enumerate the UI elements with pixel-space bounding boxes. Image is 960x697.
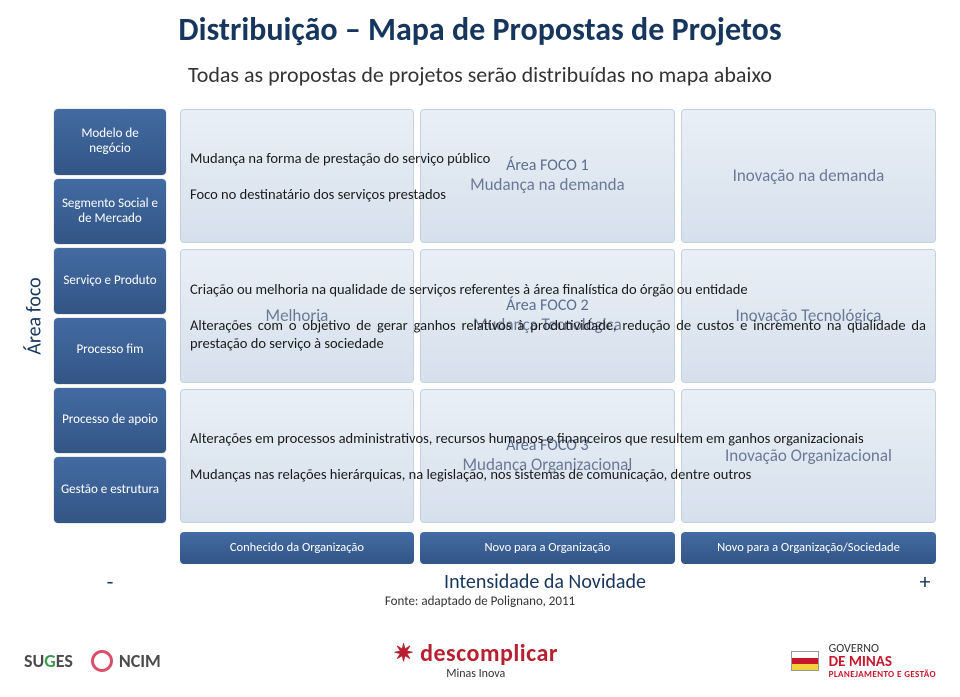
overlay-row: Mudança na forma de prestação do serviço… — [180, 109, 936, 243]
x-axis-minus: - — [50, 568, 170, 595]
ncim-text: NCIM — [119, 650, 161, 672]
descomplicar-logo: ✷ descomplicar — [394, 642, 558, 666]
overlay-text: Mudança na forma de prestação do serviço… — [190, 149, 490, 203]
overlay-row: Criação ou melhoria na qualidade de serv… — [180, 249, 936, 383]
suges-logo: SUGES — [24, 650, 73, 672]
overlay-text: Alterações em processos administrativos,… — [190, 429, 864, 483]
x-axis-plus: + — [910, 568, 940, 595]
gov-line2: DE MINAS — [829, 655, 936, 670]
matrix-area: Área FOCO 1 Mudança na demanda Inovação … — [170, 106, 940, 526]
overlay-text: Criação ou melhoria na qualidade de serv… — [190, 280, 926, 353]
ring-icon — [91, 650, 113, 672]
side-categories: Modelo de negócio Segmento Social e de M… — [50, 106, 170, 526]
mg-flag-icon — [791, 651, 819, 671]
x-category: Conhecido da Organização — [180, 532, 414, 564]
footer-right: GOVERNO DE MINAS PLANEJAMENTO E GESTÃO — [791, 643, 936, 679]
side-item: Processo de apoio — [54, 388, 166, 454]
footer-logos: SUGES NCIM ✷ descomplicar Minas Inova GO… — [0, 633, 960, 689]
side-item: Segmento Social e de Mercado — [54, 179, 166, 245]
page-title: Distribuição – Mapa de Propostas de Proj… — [20, 10, 940, 49]
footer-left: SUGES NCIM — [24, 650, 161, 672]
descomplicar-sub: Minas Inova — [394, 668, 558, 680]
y-axis-label: Área foco — [23, 277, 47, 354]
side-item: Gestão e estrutura — [54, 457, 166, 523]
y-axis: Área foco — [20, 106, 50, 526]
overlay-row: Alterações em processos administrativos,… — [180, 389, 936, 523]
side-item: Modelo de negócio — [54, 109, 166, 175]
x-category: Novo para a Organização — [420, 532, 675, 564]
footer-center: ✷ descomplicar Minas Inova — [394, 642, 558, 680]
x-axis-categories: Conhecido da Organização Novo para a Org… — [20, 532, 940, 592]
side-item: Serviço e Produto — [54, 248, 166, 314]
x-axis-label: Intensidade da Novidade — [170, 570, 910, 594]
overlay-texts: Mudança na forma de prestação do serviço… — [180, 109, 936, 523]
page-subtitle: Todas as propostas de projetos serão dis… — [20, 61, 940, 88]
x-category: Novo para a Organização/Sociedade — [681, 532, 936, 564]
gov-line3: PLANEJAMENTO E GESTÃO — [829, 670, 936, 679]
x-axis-label-row: - Intensidade da Novidade + — [20, 568, 940, 595]
mg-gov-text: GOVERNO DE MINAS PLANEJAMENTO E GESTÃO — [829, 643, 936, 679]
source-citation: Fonte: adaptado de Polignano, 2011 — [20, 594, 940, 609]
matrix-chart: Área foco Modelo de negócio Segmento Soc… — [20, 106, 940, 526]
ncim-logo: NCIM — [91, 650, 161, 672]
side-item: Processo fim — [54, 318, 166, 384]
